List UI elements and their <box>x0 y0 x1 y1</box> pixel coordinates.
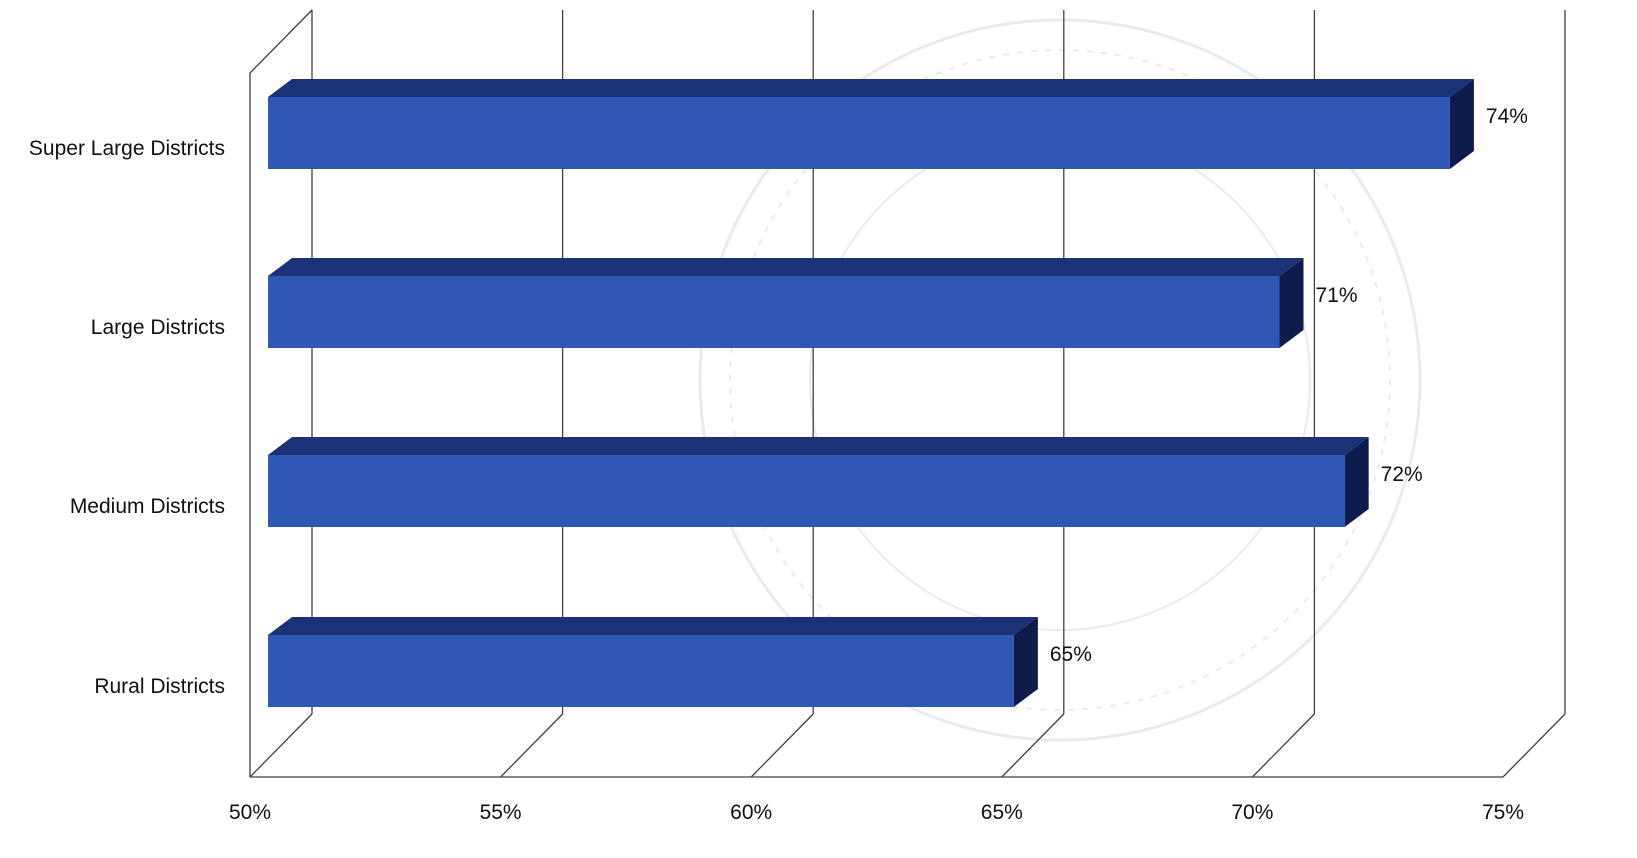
floor-gridline <box>500 713 564 778</box>
x-tick-label: 50% <box>229 801 271 824</box>
bar-top-face <box>268 617 1038 635</box>
bar-top-face <box>268 79 1474 97</box>
bar-top-face <box>268 437 1369 455</box>
left-wall <box>249 9 313 777</box>
x-tick-label: 70% <box>1231 801 1273 824</box>
x-tick-label: 65% <box>981 801 1023 824</box>
bar-side-face <box>1279 258 1304 348</box>
bar <box>268 276 1280 348</box>
x-tick-label: 60% <box>730 801 772 824</box>
bar <box>268 97 1450 169</box>
x-tick-label: 55% <box>480 801 522 824</box>
data-label: 71% <box>1316 284 1358 307</box>
bar-side-face <box>1013 617 1038 707</box>
category-label: Large Districts <box>91 316 225 339</box>
category-label: Medium Districts <box>70 495 225 518</box>
floor-gridline <box>1251 713 1315 778</box>
labels-layer: 50% 55% 60% 65% 70% 75% Super Large Districts 7… <box>29 105 1528 824</box>
seal-watermark <box>698 18 1422 742</box>
data-label: 65% <box>1050 643 1092 666</box>
floor-gridline <box>1001 713 1065 778</box>
floor-gridline <box>1502 713 1566 778</box>
bar <box>268 635 1014 707</box>
bar <box>268 455 1345 527</box>
x-tick-label: 75% <box>1482 801 1524 824</box>
category-label: Rural Districts <box>94 675 225 698</box>
floor-gridline <box>750 713 814 778</box>
bar-top-face <box>268 258 1304 276</box>
data-label: 74% <box>1486 105 1528 128</box>
bar-side-face <box>1344 437 1369 527</box>
bars-layer <box>268 79 1474 707</box>
floor-gridline <box>249 713 313 778</box>
bar-side-face <box>1449 79 1474 169</box>
data-label: 72% <box>1381 463 1423 486</box>
category-label: Super Large Districts <box>29 137 225 160</box>
